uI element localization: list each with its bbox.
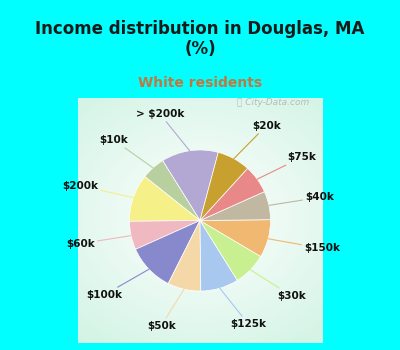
Wedge shape (200, 220, 270, 257)
Text: ⓘ City-Data.com: ⓘ City-Data.com (237, 98, 310, 107)
Wedge shape (130, 177, 200, 221)
Wedge shape (200, 152, 248, 220)
Text: $200k: $200k (62, 181, 133, 198)
Wedge shape (130, 220, 200, 249)
Wedge shape (200, 220, 261, 280)
Wedge shape (200, 220, 237, 291)
Wedge shape (200, 192, 270, 220)
Text: $75k: $75k (257, 152, 316, 179)
Wedge shape (200, 168, 264, 220)
Wedge shape (145, 161, 200, 220)
Text: $50k: $50k (147, 289, 184, 330)
Text: $30k: $30k (250, 270, 306, 301)
Text: $40k: $40k (269, 193, 334, 205)
Text: $20k: $20k (234, 121, 280, 159)
Wedge shape (168, 220, 201, 291)
Text: $100k: $100k (86, 269, 149, 300)
Wedge shape (163, 150, 218, 220)
Text: $125k: $125k (220, 288, 266, 329)
Wedge shape (136, 220, 200, 284)
Text: $60k: $60k (66, 236, 131, 248)
Text: $150k: $150k (268, 239, 340, 253)
Text: Income distribution in Douglas, MA
(%): Income distribution in Douglas, MA (%) (35, 20, 365, 58)
Text: White residents: White residents (138, 76, 262, 90)
Text: $10k: $10k (100, 135, 153, 168)
Text: > $200k: > $200k (136, 109, 190, 151)
